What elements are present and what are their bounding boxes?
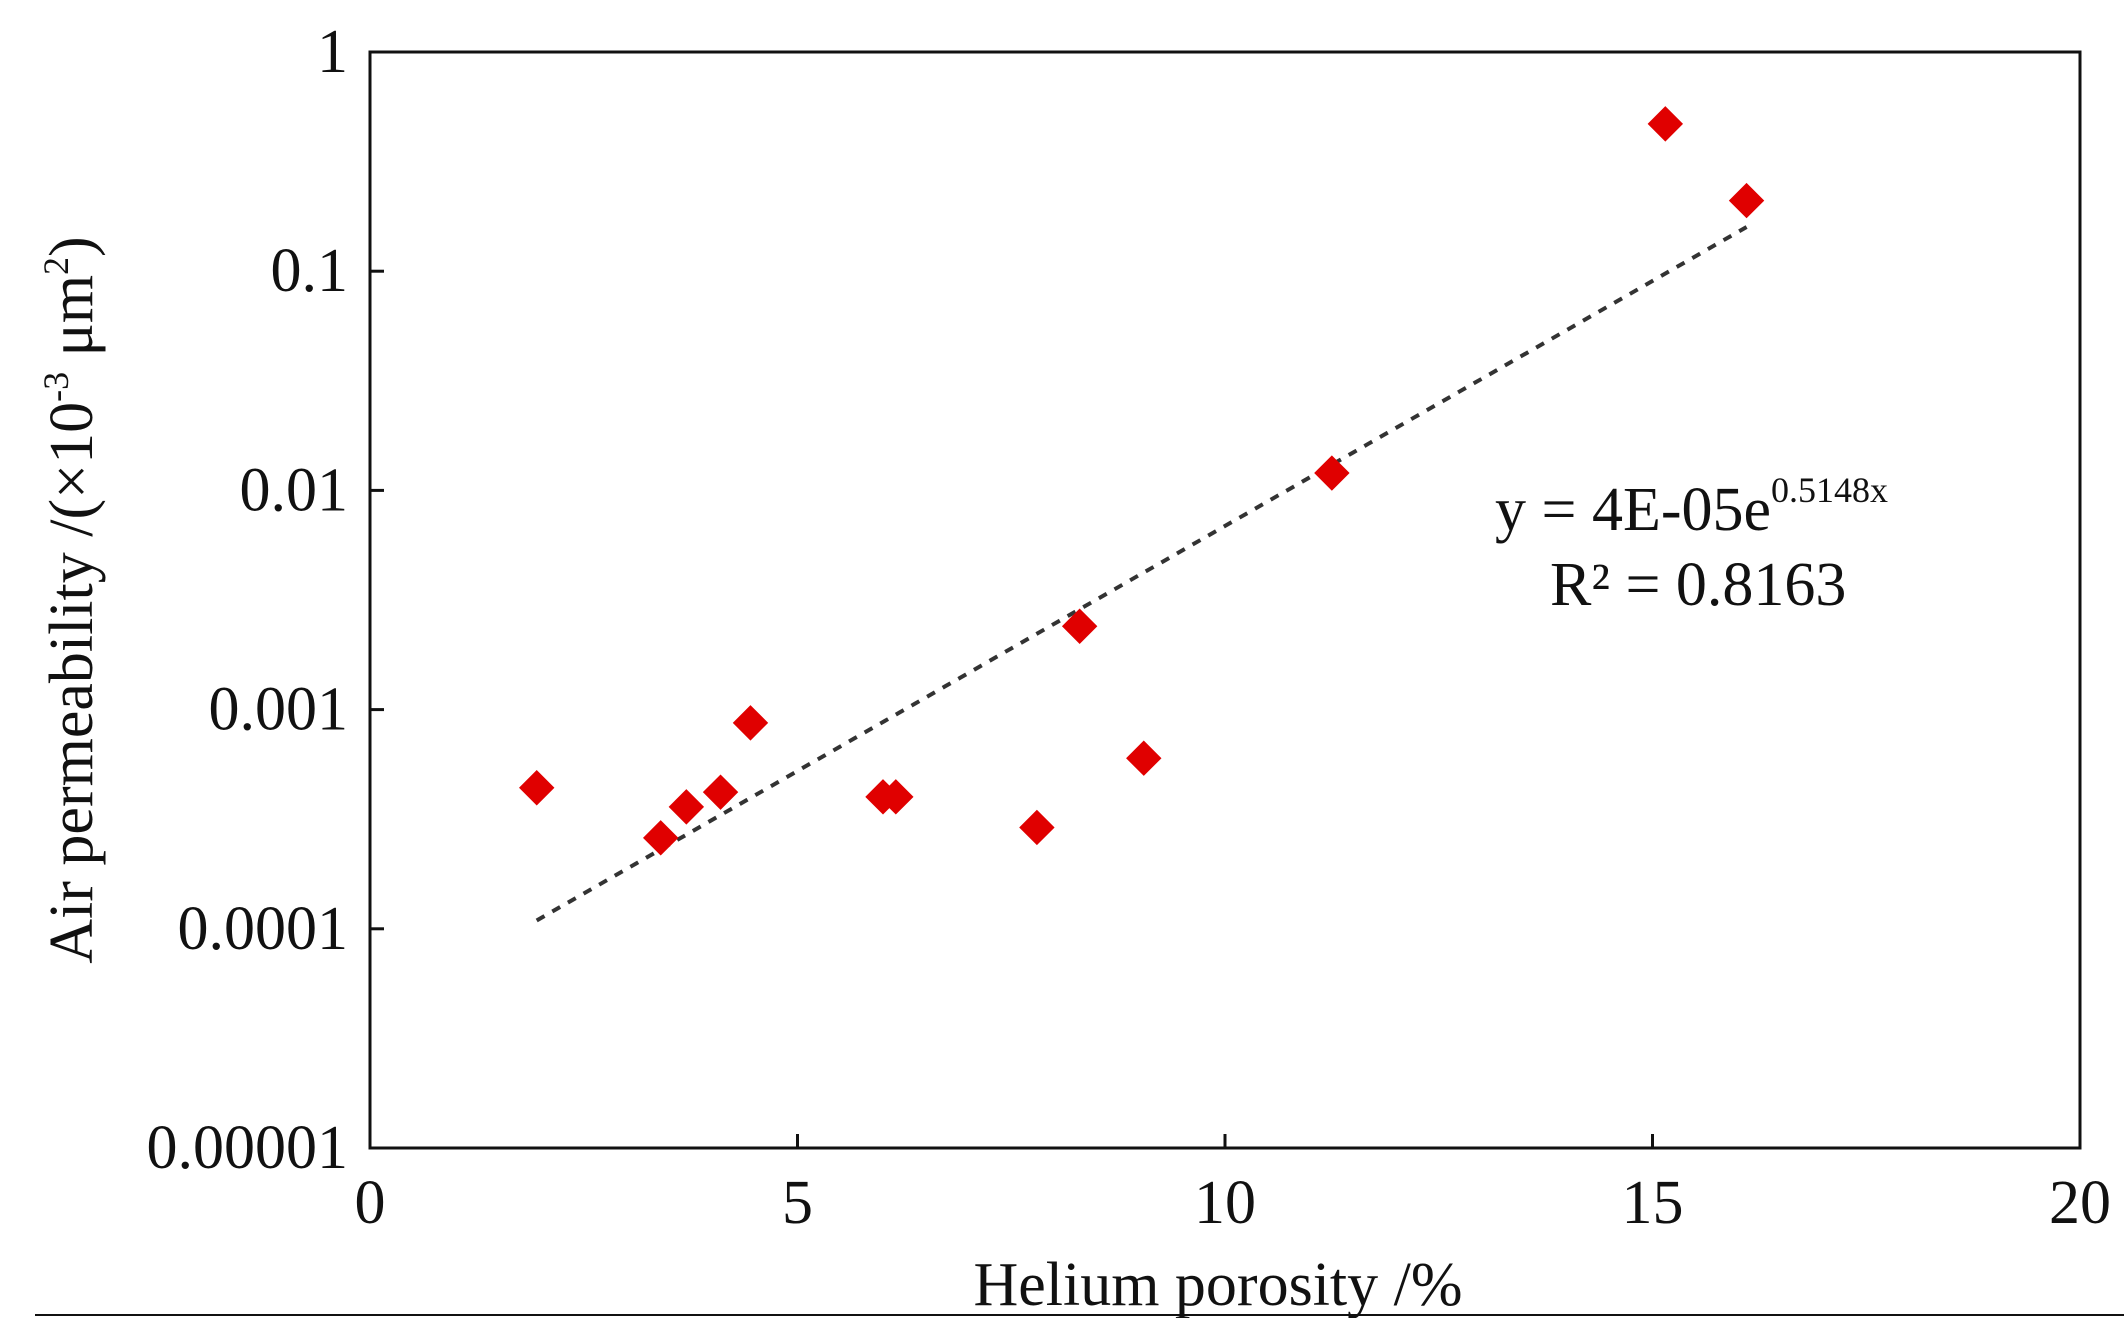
x-axis-ticks: 0 5 10 15 20 bbox=[355, 1134, 2111, 1237]
y-tick-label: 0.001 bbox=[209, 676, 349, 744]
x-tick-label: 10 bbox=[1194, 1169, 1256, 1237]
data-point bbox=[1647, 106, 1684, 142]
y-tick-label: 0.0001 bbox=[178, 895, 349, 963]
x-tick-label: 5 bbox=[782, 1169, 813, 1237]
data-point bbox=[1019, 809, 1055, 846]
data-point bbox=[1314, 455, 1350, 491]
trendline-r2: R² = 0.8163 bbox=[1550, 551, 1846, 619]
trendline-equation: y = 4E-05e0.5148x bbox=[1495, 470, 1888, 544]
data-points bbox=[519, 106, 1765, 856]
data-point bbox=[732, 705, 769, 741]
data-point bbox=[519, 770, 555, 806]
y-title-unit-exp: 2 bbox=[36, 257, 76, 275]
y-title-unit: μm bbox=[38, 275, 106, 372]
data-point bbox=[1728, 182, 1765, 219]
y-title-suffix: ) bbox=[38, 236, 106, 257]
y-title-prefix: Air permeability /(×10 bbox=[38, 402, 106, 964]
data-point bbox=[642, 820, 679, 856]
x-tick-label: 0 bbox=[355, 1169, 386, 1237]
equation-prefix: y = 4E-05e bbox=[1495, 476, 1771, 544]
y-tick-label: 0.01 bbox=[240, 456, 349, 524]
y-tick-label: 0.1 bbox=[271, 237, 349, 305]
data-point bbox=[702, 774, 739, 810]
y-axis-title: Air permeability /(×10-3 μm2) bbox=[36, 236, 106, 963]
equation-exponent: 0.5148x bbox=[1771, 470, 1888, 510]
r2-value: = 0.8163 bbox=[1610, 551, 1846, 619]
y-tick-label: 1 bbox=[317, 18, 348, 86]
data-point bbox=[1126, 740, 1162, 776]
r2-label: R² bbox=[1550, 551, 1610, 619]
y-tick-label: 0.00001 bbox=[147, 1114, 349, 1182]
y-axis-ticks: 0.00001 0.0001 0.001 0.01 0.1 1 bbox=[147, 18, 384, 1182]
data-point bbox=[1061, 608, 1098, 644]
data-point bbox=[668, 789, 705, 825]
x-tick-label: 15 bbox=[1622, 1169, 1684, 1237]
data-point bbox=[878, 779, 914, 815]
y-title-exp: -3 bbox=[36, 372, 76, 402]
x-axis-title: Helium porosity /% bbox=[973, 1251, 1462, 1318]
x-tick-label: 20 bbox=[2049, 1169, 2111, 1237]
